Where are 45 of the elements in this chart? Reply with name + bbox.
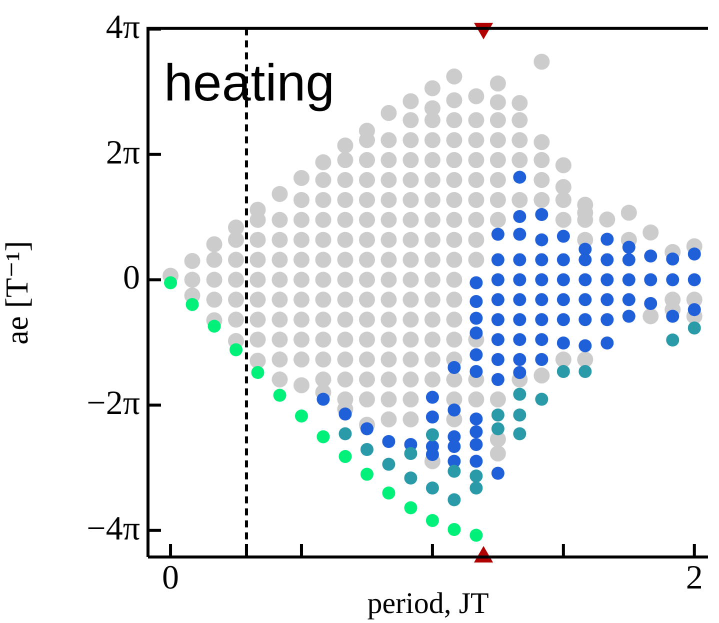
point (273, 388, 286, 402)
point (186, 298, 199, 311)
point (535, 392, 548, 406)
point (426, 481, 439, 494)
point (491, 422, 504, 436)
point (426, 428, 439, 442)
point (666, 333, 680, 346)
annotation: heating (164, 54, 335, 112)
y-tick-label: −4π (86, 510, 140, 548)
point (404, 446, 418, 460)
point (338, 450, 352, 463)
point (470, 470, 483, 483)
point (360, 442, 374, 456)
point (338, 427, 352, 440)
point (513, 427, 526, 440)
point (164, 276, 178, 290)
point (294, 409, 308, 422)
point (316, 430, 330, 444)
point (382, 486, 396, 500)
point (448, 522, 461, 536)
point (470, 528, 483, 542)
point (470, 481, 483, 494)
point (448, 464, 461, 478)
point (556, 364, 570, 378)
point (688, 322, 701, 335)
y-tick-label: 4π (106, 9, 140, 46)
y-axis-title: ae [T⁻¹] (0, 240, 35, 345)
point (513, 408, 526, 422)
point (230, 343, 243, 356)
point (578, 364, 592, 378)
point (491, 408, 504, 422)
y-tick-label: 2π (106, 134, 140, 172)
point (382, 458, 396, 471)
point (426, 514, 439, 527)
point (404, 501, 418, 514)
y-tick-label: 0 (123, 260, 140, 297)
point (404, 472, 418, 485)
point (513, 388, 526, 401)
x-axis-title: period, JT (367, 586, 489, 620)
point (208, 320, 221, 333)
y-tick-label: −2π (86, 384, 140, 422)
x-tick-label: 2 (686, 559, 703, 596)
point (360, 468, 374, 481)
point (251, 366, 264, 379)
point (448, 493, 461, 506)
